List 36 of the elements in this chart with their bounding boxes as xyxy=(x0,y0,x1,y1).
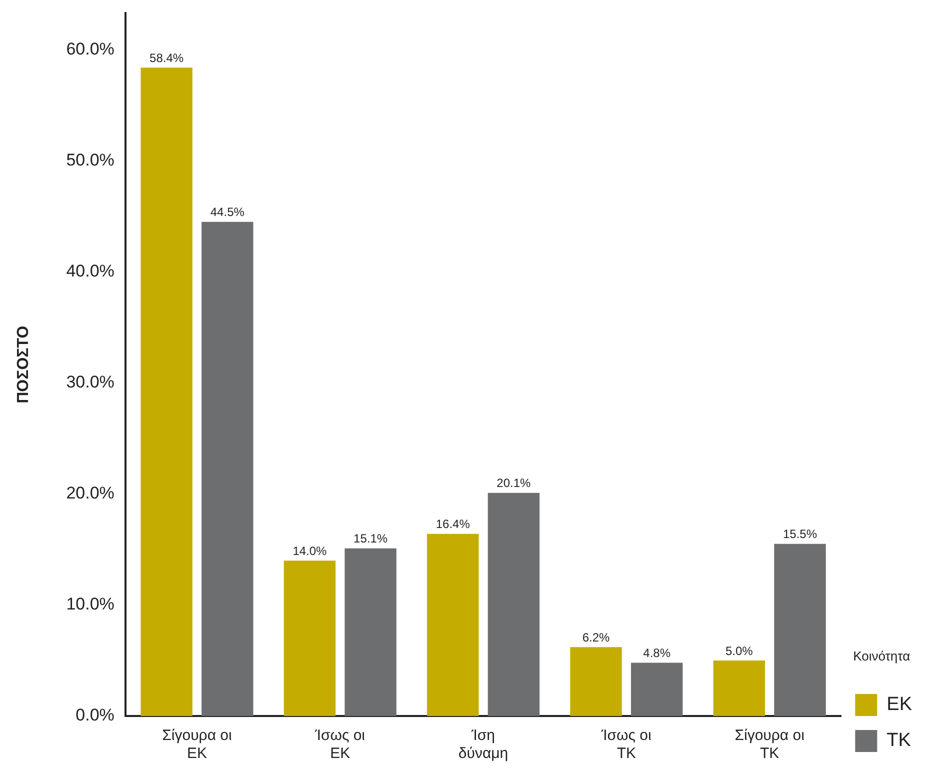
bar xyxy=(774,544,826,716)
bar xyxy=(713,660,766,716)
y-tick-label: 30.0% xyxy=(66,372,114,392)
bar xyxy=(570,647,622,716)
x-tick-label: Ίσως οι ΤΚ xyxy=(600,727,652,762)
data-label: 58.4% xyxy=(150,50,184,65)
data-label: 5.0% xyxy=(725,644,754,658)
x-tick-label: Σίγουρα οι ΕΚ xyxy=(162,727,232,762)
y-tick-label: 60.0% xyxy=(66,40,114,59)
data-label: 20.1% xyxy=(496,476,532,490)
x-tick-label: Ίσως οι ΕΚ xyxy=(314,727,366,762)
data-label: 6.2% xyxy=(582,630,610,644)
y-tick-label: 0.0% xyxy=(76,706,114,725)
y-tick-label: 40.0% xyxy=(66,262,114,281)
y-tick-label: 20.0% xyxy=(66,484,114,503)
y-tick-label: 50.0% xyxy=(66,150,114,170)
y-axis-title: ΠΟΣΟΣΤΟ xyxy=(15,326,32,404)
legend-label: ΕΚ xyxy=(886,694,912,716)
data-label: 16.4% xyxy=(436,517,470,532)
legend-label: ΤΚ xyxy=(886,730,912,752)
data-label: 4.8% xyxy=(643,646,671,660)
bar xyxy=(630,662,683,716)
bar xyxy=(427,534,479,716)
bar xyxy=(344,548,396,716)
bar xyxy=(140,68,192,716)
data-label: 14.0% xyxy=(292,544,328,558)
x-tick-label: Ίση δύναμη xyxy=(458,727,508,762)
bar xyxy=(488,492,540,716)
data-label: 15.5% xyxy=(782,527,818,542)
data-label: 44.5% xyxy=(210,205,245,220)
x-tick-label: Σίγουρα οι ΤΚ xyxy=(734,727,804,762)
y-tick-label: 10.0% xyxy=(66,594,114,614)
bar xyxy=(284,560,336,716)
legend-title: Κοινότητα xyxy=(853,648,911,664)
bar xyxy=(202,222,254,716)
data-label: 15.1% xyxy=(354,532,388,546)
